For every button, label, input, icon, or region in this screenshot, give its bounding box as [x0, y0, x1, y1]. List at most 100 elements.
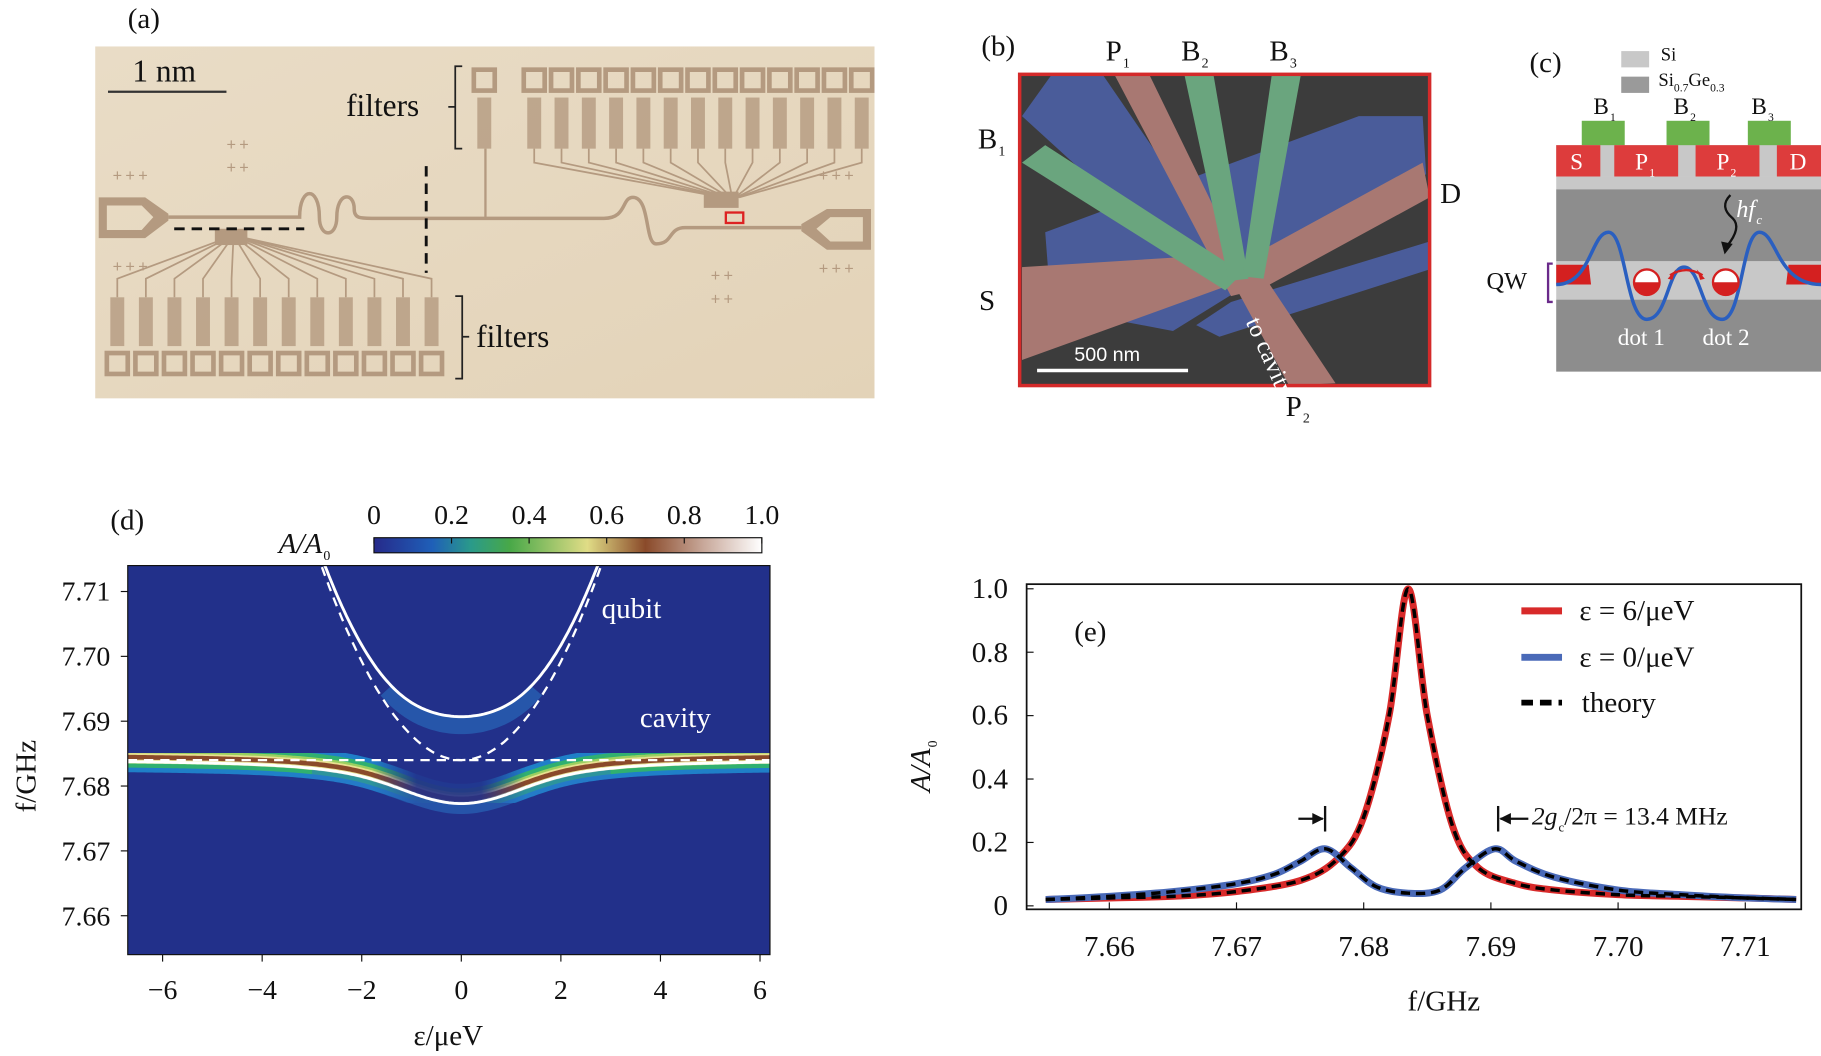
gate-index: 2	[1302, 409, 1310, 427]
x-tick-label: 7.71	[1719, 931, 1771, 963]
filter-pad	[739, 67, 766, 93]
gate-name: B	[1181, 36, 1201, 68]
y-tick-label: 0.4	[971, 763, 1009, 796]
gate-index: 1	[1649, 167, 1656, 181]
sem-scale-bar-label: 500 nm	[1074, 343, 1141, 366]
arrowhead	[1312, 812, 1324, 825]
y-tick-label: 0.6	[971, 700, 1009, 732]
x-axis-label: f/GHz	[1407, 985, 1481, 1018]
qubit-annotation: qubit	[601, 593, 662, 625]
qw-bracket	[1546, 262, 1553, 304]
filter-line	[234, 237, 262, 298]
filter-line	[144, 237, 229, 298]
legend-swatch-si	[1621, 51, 1650, 68]
filter-line	[642, 148, 729, 199]
photon-label: hfc	[1736, 197, 1762, 227]
alignment-mark: +	[226, 136, 235, 154]
alignment-mark: +	[832, 260, 842, 278]
filter-line	[173, 237, 231, 298]
filter-line	[116, 237, 227, 298]
gate-p2-pink	[1231, 278, 1336, 386]
arrowhead	[1667, 269, 1676, 280]
filter-pad	[418, 350, 445, 377]
filter-pad	[521, 67, 547, 93]
photon-text: hf	[1736, 195, 1756, 223]
filter-line	[697, 148, 732, 199]
filter-strip	[281, 297, 296, 347]
filter-pad	[848, 67, 875, 93]
y-tick-label: 0.8	[971, 637, 1009, 669]
filter-line	[732, 148, 754, 198]
gate-name: B	[977, 124, 998, 156]
theory-eps6	[1045, 587, 1797, 902]
alignment-mark: +	[819, 167, 828, 185]
x-tick-label: 4	[653, 975, 668, 1006]
filter-pad	[218, 350, 245, 377]
y-axis-label-sub: 0	[924, 740, 941, 748]
filter-strip	[718, 97, 733, 149]
alignment-mark: +	[239, 159, 249, 177]
gate-index: 2	[1730, 167, 1737, 181]
filter-pad	[361, 350, 388, 377]
legend-sige: Si0.7Ge0.3	[1658, 71, 1724, 96]
filter-line	[724, 148, 733, 198]
colorbar-tick-label: 1.0	[744, 500, 780, 531]
gate-index: 1	[1610, 111, 1616, 125]
y-tick-label: 7.70	[61, 642, 111, 673]
filter-line	[240, 237, 347, 298]
lower-branch-theory	[127, 760, 771, 805]
alignment-mark: +	[138, 258, 148, 276]
filter-pad	[630, 67, 657, 93]
splitting-annotation: 2gc/2π = 13.4 MHz	[1532, 801, 1728, 835]
alignment-mark: +	[113, 167, 123, 185]
gate-b1-green	[1021, 145, 1243, 291]
filter-strip	[663, 97, 678, 149]
filter-pad	[794, 67, 820, 93]
filter-strip	[554, 97, 569, 149]
gate-name: P	[1716, 149, 1730, 176]
x-tick-label: −6	[147, 975, 178, 1006]
filter-line	[587, 148, 726, 199]
contact-gate	[1695, 145, 1760, 177]
colorbar-tick-label: 0	[366, 500, 381, 531]
filter-strip	[338, 297, 353, 347]
alignment-mark: +	[711, 267, 720, 285]
annotation-text: /2π = 13.4 MHz	[1564, 801, 1728, 831]
filter-line	[241, 237, 376, 298]
theory-eps0	[1045, 847, 1797, 902]
potential-profile	[1556, 230, 1821, 322]
filter-strip	[367, 297, 382, 347]
alignment-mark: +	[844, 167, 854, 185]
x-axis-label: ε/μeV	[413, 1020, 484, 1053]
heatmap-frame	[127, 564, 771, 956]
filter-pad	[767, 67, 793, 93]
gate-name: B	[1593, 94, 1609, 120]
filter-strip	[800, 97, 815, 149]
legend-si: Si	[1660, 45, 1677, 66]
filter-pad	[657, 67, 684, 93]
filter-strip	[636, 97, 651, 149]
filter-line	[735, 148, 809, 199]
filter-line	[236, 237, 290, 298]
legend-sub: 0.7	[1673, 82, 1689, 96]
panel-d-label: (d)	[110, 505, 145, 537]
x-tick-label: 7.69	[1465, 931, 1517, 963]
colorbar-label-sub: 0	[323, 546, 331, 564]
filter-pad	[275, 350, 302, 377]
x-tick-label: 7.68	[1338, 931, 1390, 963]
x-tick-label: 2	[553, 975, 568, 1006]
filter-pad	[685, 67, 711, 93]
filter-line	[202, 237, 233, 298]
cavity-band	[127, 742, 771, 814]
arrowhead	[1499, 812, 1511, 825]
barrier-label-b3: B3	[1751, 95, 1773, 124]
arrowhead	[1721, 241, 1733, 255]
y-axis-label: A/A0	[906, 699, 941, 792]
filter-strip	[827, 97, 842, 149]
panel-e-label: (e)	[1074, 616, 1107, 649]
launch-pad-right	[801, 209, 872, 250]
y-tick-label: 7.67	[61, 836, 111, 868]
filter-pad	[247, 350, 273, 377]
